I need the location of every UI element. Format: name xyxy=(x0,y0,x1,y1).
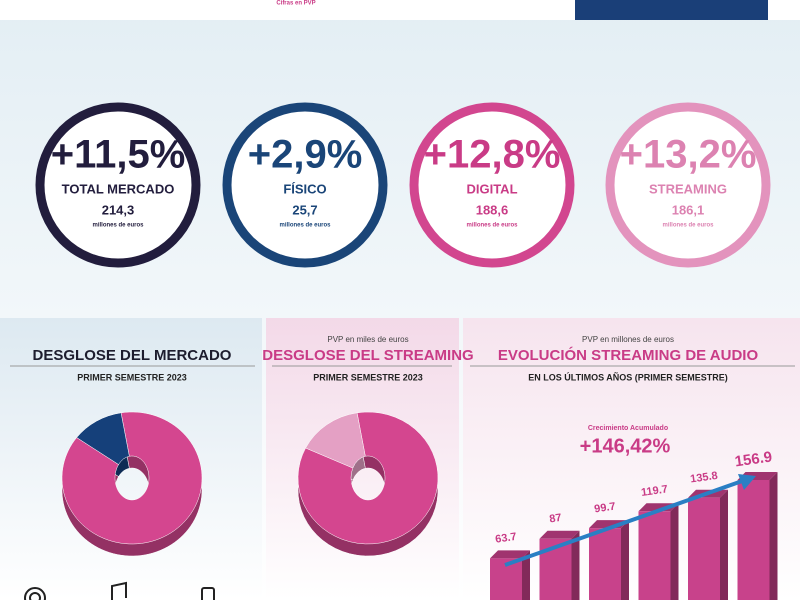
chart-note: PVP en miles de euros xyxy=(327,335,408,344)
bar-side xyxy=(769,472,778,600)
bar-label: 135.8 xyxy=(690,470,719,486)
kpi-change: +12,8% xyxy=(424,133,561,177)
bar-label: 63.7 xyxy=(495,531,518,546)
kpi-unit: millones de euros xyxy=(662,223,714,229)
bar-side xyxy=(522,550,530,600)
header-note: Cifras en PVP xyxy=(276,1,315,7)
bar-label: 99.7 xyxy=(594,501,617,516)
chart-title: DESGLOSE DEL MERCADO xyxy=(33,347,232,364)
kpi-value: 25,7 xyxy=(292,202,317,217)
bar xyxy=(688,497,720,600)
kpi-unit: millones de euros xyxy=(92,223,144,229)
kpi-label: TOTAL MERCADO xyxy=(62,181,175,196)
bar-top xyxy=(539,530,580,539)
kpi-change: +11,5% xyxy=(51,133,186,177)
arrow-head xyxy=(738,474,756,490)
slice xyxy=(305,412,366,469)
chart-title: EVOLUCIÓN STREAMING DE AUDIO xyxy=(498,346,759,364)
kpi-ring xyxy=(222,102,388,268)
kpi-row: +11,5% TOTAL MERCADO 214,3 millones de euro… xyxy=(35,102,771,268)
chart-subtitle: PRIMER SEMESTRE 2023 xyxy=(313,372,423,382)
bar xyxy=(638,511,671,600)
bar-side xyxy=(571,530,580,600)
chart-subtitle: EN LOS ÚLTIMOS AÑOS (PRIMER SEMESTRE) xyxy=(528,371,728,382)
annotation-value: +146,42% xyxy=(580,435,671,457)
bar-side xyxy=(670,503,679,600)
kpi-ring xyxy=(409,102,575,268)
bar-label: 156.9 xyxy=(734,448,774,470)
kpi-value: 186,1 xyxy=(672,202,705,217)
kpi-label: FÍSICO xyxy=(283,181,326,196)
bar xyxy=(589,528,621,600)
kpi-label: DIGITAL xyxy=(466,181,517,196)
kpi-unit: millones de euros xyxy=(466,223,518,229)
kpi-ring xyxy=(35,102,201,268)
kpi-change: +2,9% xyxy=(248,133,363,177)
kpi-change: +13,2% xyxy=(620,133,757,177)
kpi-label: STREAMING xyxy=(649,181,727,196)
trend-arrow xyxy=(504,478,746,567)
kpi-value: 214,3 xyxy=(102,202,135,217)
annotation-label: Crecimiento Acumulado xyxy=(588,425,668,432)
chart-title: DESGLOSE DEL STREAMING xyxy=(262,347,473,364)
slice xyxy=(61,411,203,545)
bar xyxy=(737,480,770,600)
slice xyxy=(76,412,130,465)
bar-label: 87 xyxy=(549,512,563,526)
charts: DESGLOSE DEL MERCADO PRIMER SEMESTRE 2023… xyxy=(10,335,795,600)
bar-side xyxy=(621,520,629,600)
icons xyxy=(24,581,215,600)
chart-note: PVP en millones de euros xyxy=(582,335,674,344)
bar-side xyxy=(720,489,728,600)
bar-top xyxy=(490,550,530,559)
bar-label: 119.7 xyxy=(640,483,668,499)
kpi-ring xyxy=(605,102,771,268)
chart-subtitle: PRIMER SEMESTRE 2023 xyxy=(77,372,187,382)
kpi-value: 188,6 xyxy=(476,202,509,217)
slice xyxy=(297,411,439,545)
kpi-unit: millones de euros xyxy=(279,223,331,229)
top-tab xyxy=(575,0,768,20)
